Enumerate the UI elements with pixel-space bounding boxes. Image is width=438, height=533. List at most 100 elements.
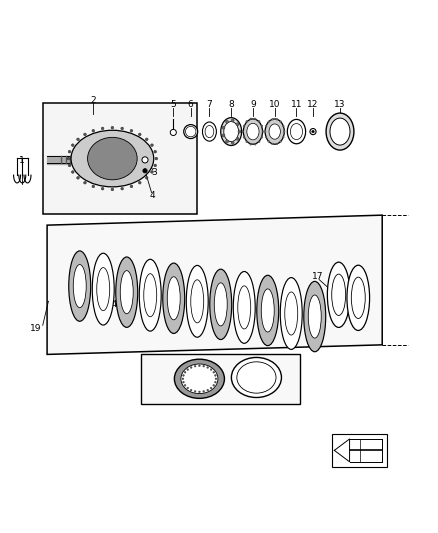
Circle shape [184,372,186,373]
Circle shape [310,128,316,135]
Circle shape [130,185,133,188]
Circle shape [183,381,184,383]
Circle shape [312,130,314,133]
Ellipse shape [224,122,239,142]
Ellipse shape [265,119,284,144]
Circle shape [67,157,70,160]
Circle shape [254,118,256,120]
Circle shape [272,118,273,120]
Circle shape [222,134,225,137]
Circle shape [236,123,239,126]
Text: 17: 17 [311,272,323,281]
Circle shape [151,171,153,173]
Circle shape [272,143,273,145]
Text: 1: 1 [19,156,25,165]
Ellipse shape [332,274,346,316]
Circle shape [190,389,192,391]
Circle shape [84,133,86,136]
Circle shape [187,387,189,389]
Bar [332,434,387,467]
Ellipse shape [247,123,259,140]
Circle shape [246,120,247,122]
Text: 16: 16 [141,311,153,320]
Text: 19: 19 [30,324,42,333]
Text: 5: 5 [170,100,176,109]
Circle shape [246,141,247,143]
Circle shape [280,121,282,123]
Polygon shape [141,353,300,403]
Circle shape [264,131,266,133]
Text: 10: 10 [269,100,280,109]
Text: 9: 9 [250,100,256,109]
Circle shape [142,157,148,163]
Circle shape [68,164,71,167]
Ellipse shape [304,281,326,352]
Circle shape [154,164,156,167]
Ellipse shape [139,260,161,331]
Ellipse shape [327,262,350,327]
Ellipse shape [330,118,350,145]
Ellipse shape [71,130,154,187]
Circle shape [170,130,177,135]
Circle shape [231,119,234,122]
Text: 20: 20 [194,363,205,372]
Circle shape [268,141,270,142]
Circle shape [265,136,267,138]
Circle shape [121,127,124,130]
Circle shape [254,143,256,145]
Ellipse shape [120,271,133,314]
Ellipse shape [261,289,274,332]
Ellipse shape [233,271,255,343]
Circle shape [276,118,278,120]
Ellipse shape [144,273,157,317]
Text: 12: 12 [307,100,319,109]
Circle shape [250,143,251,145]
Circle shape [231,141,234,144]
Circle shape [77,138,79,141]
Circle shape [92,185,95,188]
Ellipse shape [202,122,216,141]
Circle shape [262,131,264,133]
Circle shape [101,127,104,130]
Ellipse shape [191,280,204,323]
Ellipse shape [308,295,321,338]
Text: 3: 3 [152,168,158,177]
Circle shape [215,378,217,379]
Circle shape [261,136,263,138]
Circle shape [138,181,141,184]
Circle shape [71,171,74,173]
Circle shape [130,130,133,132]
Ellipse shape [351,277,365,319]
Circle shape [280,141,282,142]
Circle shape [101,188,104,190]
Circle shape [226,120,229,123]
Circle shape [265,125,267,127]
Ellipse shape [269,124,280,139]
Circle shape [111,126,114,129]
Ellipse shape [205,125,214,138]
Circle shape [226,140,229,143]
Text: 8: 8 [228,100,234,109]
Text: 21: 21 [251,357,262,366]
Circle shape [143,168,147,173]
Circle shape [213,372,215,373]
Ellipse shape [186,265,208,337]
Circle shape [145,176,148,179]
Ellipse shape [97,268,110,311]
Circle shape [184,125,198,139]
Circle shape [138,133,141,136]
Ellipse shape [244,119,262,144]
Ellipse shape [237,362,276,393]
Ellipse shape [88,138,137,180]
Ellipse shape [181,364,218,393]
Circle shape [215,381,216,383]
Ellipse shape [257,275,279,345]
Circle shape [268,121,270,123]
Circle shape [155,157,158,160]
Circle shape [184,384,186,386]
Circle shape [187,369,189,370]
Circle shape [92,130,95,132]
Circle shape [213,384,215,386]
Circle shape [276,143,278,145]
Bar [43,103,197,214]
